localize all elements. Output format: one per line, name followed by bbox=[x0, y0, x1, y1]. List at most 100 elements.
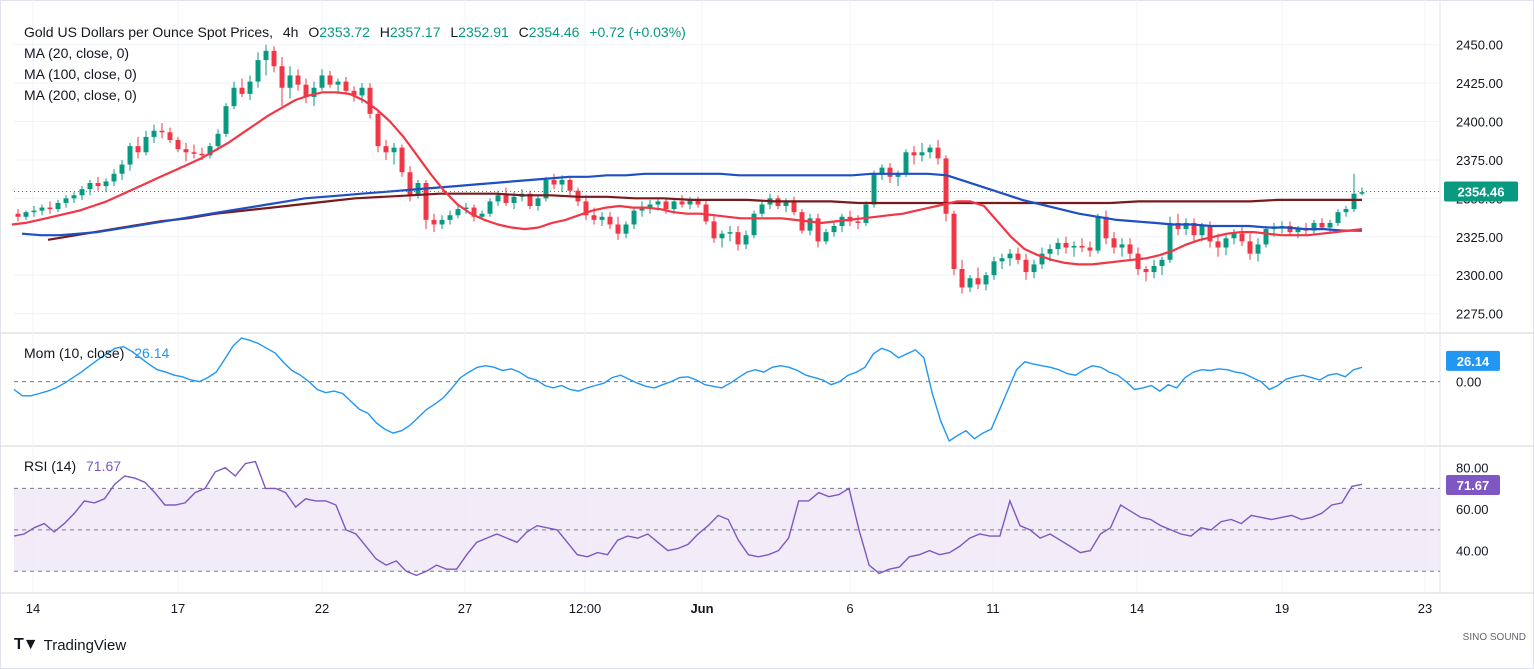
brand-name: TradingView bbox=[43, 636, 127, 654]
candle-body bbox=[1127, 244, 1133, 254]
candle-body bbox=[855, 221, 861, 223]
footer-brand[interactable]: T▼ TradingView bbox=[14, 636, 126, 654]
candle-body bbox=[703, 204, 709, 222]
legend-ma20[interactable]: MA (20, close, 0) bbox=[24, 45, 130, 61]
candle-body bbox=[1231, 233, 1237, 239]
candle-body bbox=[103, 181, 109, 187]
candle-body bbox=[343, 81, 349, 91]
legend-ma100[interactable]: MA (100, close, 0) bbox=[24, 66, 137, 82]
ma200-line bbox=[47, 192, 1362, 241]
candle-body bbox=[567, 179, 573, 191]
candle-body bbox=[591, 215, 597, 220]
rsi-line bbox=[13, 460, 1363, 577]
candle-body bbox=[223, 106, 229, 134]
candle-body bbox=[911, 152, 917, 156]
candle-body bbox=[687, 199, 693, 205]
candle-body bbox=[167, 132, 173, 140]
candle-body bbox=[1055, 242, 1061, 250]
candle-body bbox=[783, 201, 789, 207]
candle-body bbox=[1047, 249, 1053, 254]
price-tick-label: 2375.00 bbox=[1456, 153, 1503, 168]
candle-body bbox=[1071, 245, 1077, 248]
candle-body bbox=[215, 133, 221, 147]
candle-body bbox=[807, 218, 813, 231]
candle-body bbox=[1151, 265, 1157, 273]
candle-body bbox=[1015, 253, 1021, 260]
candle-body bbox=[135, 146, 141, 153]
price-tick-label: 2400.00 bbox=[1456, 115, 1503, 130]
time-tick-label: 23 bbox=[1418, 601, 1432, 616]
candle-body bbox=[1167, 222, 1173, 260]
watermark: SINO SOUND bbox=[1463, 632, 1526, 643]
last-price-label: 2354.46 bbox=[1458, 184, 1505, 199]
mom-value-badge bbox=[1446, 350, 1500, 371]
candle-body bbox=[1007, 253, 1013, 259]
candle-body bbox=[727, 232, 733, 234]
rsi-value: 71.67 bbox=[86, 458, 122, 474]
candle-body bbox=[1183, 222, 1189, 230]
rsi-tick-label: 40.00 bbox=[1456, 544, 1489, 559]
mom-value: 26.14 bbox=[134, 345, 170, 361]
candle-body bbox=[391, 147, 397, 153]
candle-body bbox=[199, 153, 205, 156]
candle-body bbox=[583, 201, 589, 216]
candle-body bbox=[143, 136, 149, 153]
ma100-line bbox=[21, 172, 1362, 237]
candle-body bbox=[383, 146, 389, 153]
candle-body bbox=[551, 179, 557, 185]
candle-body bbox=[1111, 238, 1117, 248]
candle-body bbox=[975, 278, 981, 285]
candle-body bbox=[295, 75, 301, 85]
time-tick-label: 12:00 bbox=[569, 601, 602, 616]
candle-body bbox=[335, 81, 341, 85]
candle-body bbox=[559, 179, 565, 185]
candle-body bbox=[1207, 226, 1213, 242]
candle-body bbox=[695, 199, 701, 205]
candle-body bbox=[719, 233, 725, 239]
candle-body bbox=[535, 198, 541, 207]
candle-body bbox=[1263, 229, 1269, 245]
legend-ma200[interactable]: MA (200, close, 0) bbox=[24, 87, 137, 103]
symbol-title: Gold US Dollars per Ounce Spot Prices bbox=[24, 24, 270, 40]
time-tick-label: 6 bbox=[846, 601, 853, 616]
candle-body bbox=[1135, 253, 1141, 270]
candle-body bbox=[127, 146, 133, 165]
candle-body bbox=[943, 158, 949, 214]
candle-body bbox=[1039, 253, 1045, 265]
legend-header: Gold US Dollars per Ounce Spot Prices, 4… bbox=[24, 22, 692, 43]
candle-body bbox=[1319, 222, 1325, 228]
time-tick-label: 11 bbox=[986, 601, 1000, 616]
candle-body bbox=[503, 195, 509, 203]
candle-body bbox=[367, 87, 373, 114]
candle-body bbox=[679, 201, 685, 205]
candle-body bbox=[87, 182, 93, 190]
candle-body bbox=[527, 193, 533, 207]
candle-body bbox=[487, 201, 493, 214]
candle-body bbox=[967, 278, 973, 288]
rsi-legend[interactable]: RSI (14) 71.67 bbox=[24, 456, 127, 477]
candle-body bbox=[1327, 222, 1333, 228]
candle-body bbox=[423, 182, 429, 220]
candle-body bbox=[903, 152, 909, 174]
time-tick-label: 17 bbox=[171, 601, 185, 616]
rsi-tick-label: 80.00 bbox=[1456, 461, 1489, 476]
candle-body bbox=[207, 146, 213, 156]
mom-label: Mom (10, close) bbox=[24, 345, 125, 361]
candle-body bbox=[1159, 259, 1165, 266]
candle-body bbox=[983, 275, 989, 285]
candle-body bbox=[871, 173, 877, 205]
candle-body bbox=[15, 213, 21, 217]
candle-body bbox=[375, 113, 381, 147]
candle-body bbox=[631, 210, 637, 225]
candle-body bbox=[959, 269, 965, 288]
candle-body bbox=[999, 258, 1005, 262]
candles-group bbox=[15, 44, 1365, 294]
mom-legend[interactable]: Mom (10, close) 26.14 bbox=[24, 343, 175, 364]
candle-body bbox=[1087, 247, 1093, 251]
candle-body bbox=[111, 173, 117, 182]
candle-body bbox=[183, 149, 189, 153]
ohlc-readout: O2353.72 H2357.17 L2352.91 C2354.46 +0.7… bbox=[308, 24, 686, 40]
candle-body bbox=[495, 195, 501, 202]
candle-body bbox=[1239, 233, 1245, 242]
